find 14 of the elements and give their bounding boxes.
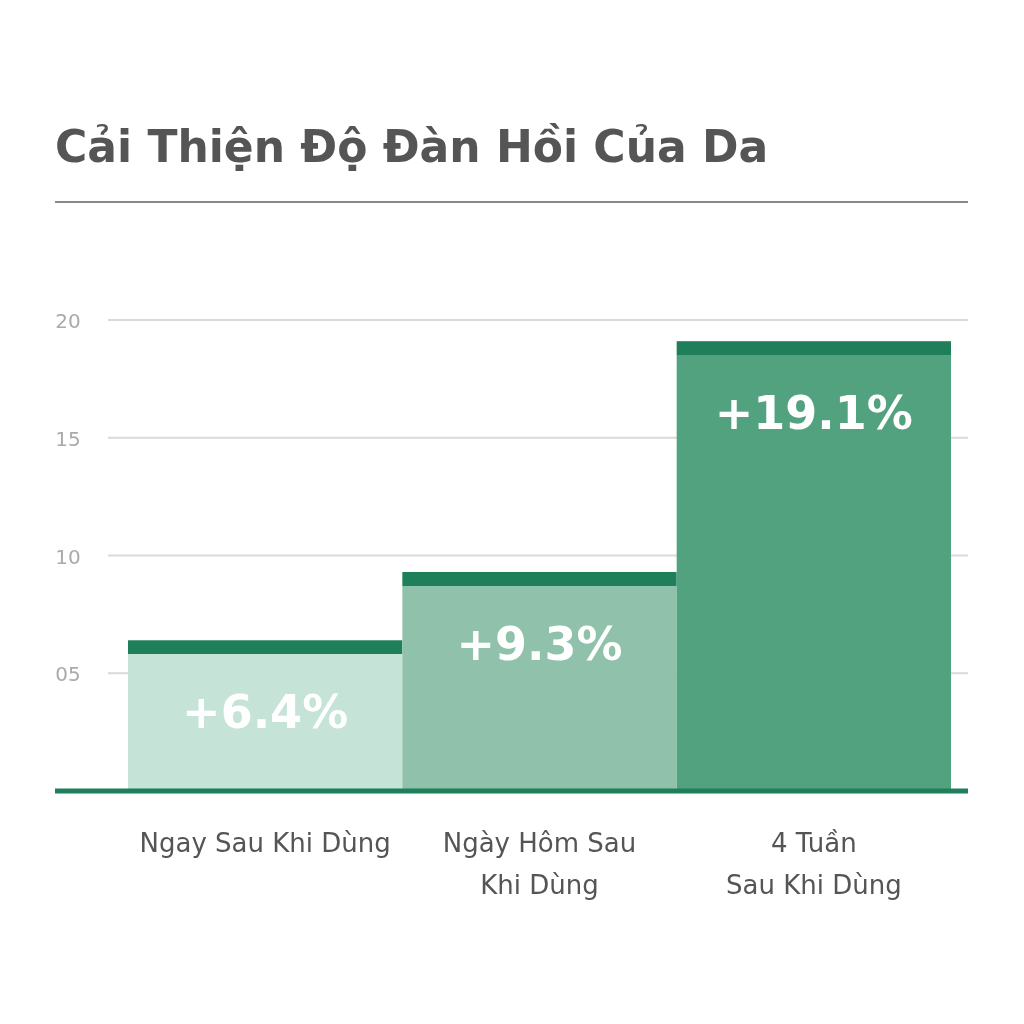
data-label: +19.1% bbox=[714, 386, 913, 441]
x-tick-label: Ngày Hôm Sau Khi Dùng bbox=[442, 828, 637, 900]
data-label: +9.3% bbox=[456, 616, 623, 671]
bar bbox=[402, 571, 677, 791]
chart-title: Cải Thiện Độ Đàn Hồi Của Da bbox=[55, 121, 769, 172]
data-label: +6.4% bbox=[182, 685, 349, 740]
bar bbox=[676, 341, 951, 791]
y-tick-label: 15 bbox=[55, 426, 81, 451]
x-tick-label: 4 Tuần Sau Khi Dùng bbox=[725, 828, 902, 900]
y-tick-label: 05 bbox=[55, 662, 81, 687]
x-tick-label: Ngay Sau Khi Dùng bbox=[139, 828, 391, 858]
y-tick-label: 10 bbox=[55, 544, 81, 569]
bar bbox=[128, 640, 403, 791]
y-tick-label: 20 bbox=[55, 309, 81, 333]
